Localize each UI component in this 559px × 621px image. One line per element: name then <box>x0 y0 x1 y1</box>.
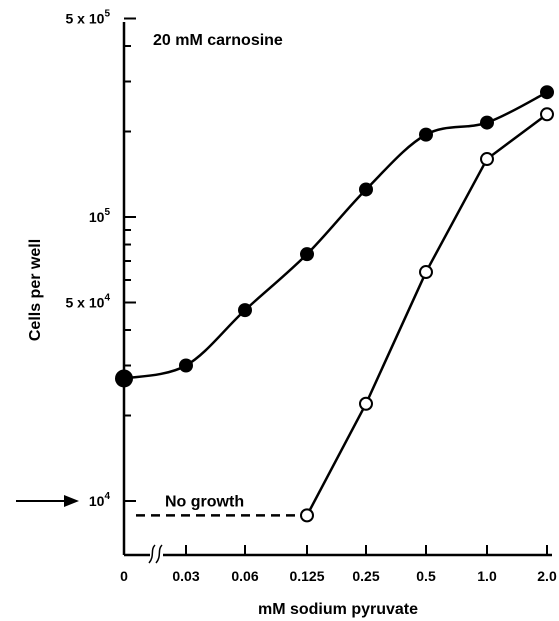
filled-point <box>540 85 554 100</box>
filled-point <box>300 247 314 262</box>
no-growth-group: No growth <box>136 493 300 517</box>
open-point <box>480 152 494 167</box>
x-tick-label: 0.25 <box>352 568 379 584</box>
x-tick-label: 1.0 <box>477 568 497 584</box>
filled-point <box>480 115 494 130</box>
filled-point <box>238 303 252 318</box>
y-tick-label: 5 x 105 <box>66 8 111 26</box>
open-point <box>540 107 554 122</box>
x-tick-label: 0 <box>120 568 128 584</box>
series-points <box>115 85 554 523</box>
x-tick-label: 2.0 <box>537 568 557 584</box>
filled-point <box>179 358 193 373</box>
x-tick-label: 0.125 <box>289 568 324 584</box>
open-point <box>300 508 314 523</box>
x-tick-label: 0.06 <box>231 568 258 584</box>
open-point <box>419 265 433 280</box>
open-point <box>359 396 373 411</box>
y-tick-label: 104 <box>89 491 111 509</box>
x-tick-label: 0.5 <box>416 568 436 584</box>
y-axis-title: Cells per well <box>27 239 44 341</box>
chart-annotation: 20 mM carnosine <box>153 32 283 49</box>
x-ticks: 0 0.03 0.06 0.125 0.25 0.5 1.0 2.0 <box>120 545 557 584</box>
x-tick-label: 0.03 <box>172 568 199 584</box>
series-open-line <box>305 113 548 516</box>
x-axis-break-mark <box>148 544 163 564</box>
filled-point <box>359 182 373 197</box>
series-filled-line <box>123 91 548 380</box>
no-growth-label: No growth <box>165 493 244 510</box>
filled-point <box>419 127 433 142</box>
axes <box>122 22 552 564</box>
y-ticks: 5 x 105 105 5 x 104 104 <box>16 8 136 509</box>
y-tick-label: 105 <box>89 207 111 225</box>
filled-point <box>115 369 133 388</box>
y-tick-label: 5 x 104 <box>66 292 111 310</box>
x-axis-title: mM sodium pyruvate <box>258 601 418 618</box>
no-growth-arrow-head <box>64 495 79 507</box>
